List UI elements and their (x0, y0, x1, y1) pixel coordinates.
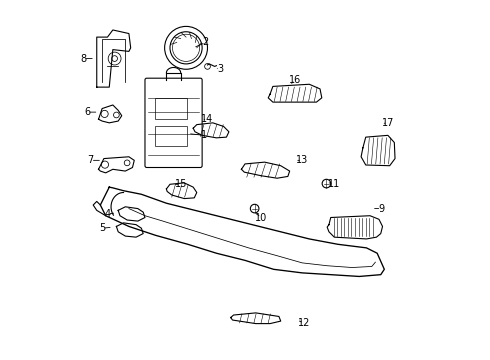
Text: 4: 4 (104, 209, 111, 219)
Text: 13: 13 (296, 156, 308, 165)
Text: 14: 14 (201, 114, 214, 124)
Text: 2: 2 (202, 37, 209, 48)
FancyBboxPatch shape (155, 98, 187, 119)
FancyBboxPatch shape (145, 78, 202, 167)
Text: 17: 17 (382, 118, 394, 128)
Text: 16: 16 (289, 75, 301, 85)
Text: 5: 5 (99, 223, 105, 233)
Text: 6: 6 (84, 107, 90, 117)
Text: 15: 15 (174, 179, 187, 189)
Text: 10: 10 (255, 212, 267, 222)
Text: 9: 9 (378, 203, 385, 213)
Text: 8: 8 (80, 54, 87, 64)
Text: 12: 12 (298, 318, 310, 328)
Text: 1: 1 (201, 130, 207, 140)
Text: 3: 3 (217, 64, 223, 74)
Text: 11: 11 (327, 179, 340, 189)
Text: 7: 7 (88, 156, 94, 165)
FancyBboxPatch shape (155, 126, 187, 146)
